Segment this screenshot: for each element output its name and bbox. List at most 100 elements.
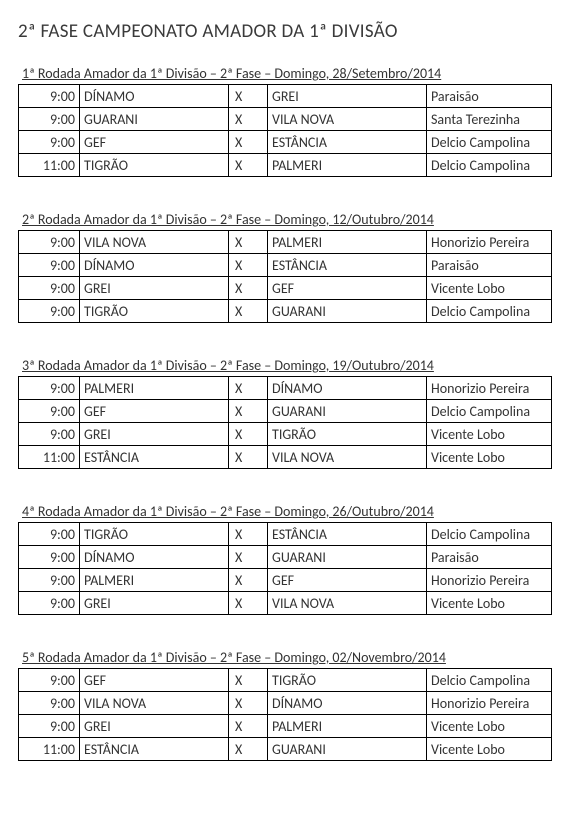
cell-vs: X [229,423,268,446]
cell-vs: X [229,446,268,469]
cell-away: GUARANI [268,400,427,423]
round-header: 4ª Rodada Amador da 1ª Divisão – 2ª Fase… [22,503,552,520]
cell-away: PALMERI [268,154,427,177]
cell-venue: Delcio Campolina [427,131,552,154]
cell-vs: X [229,592,268,615]
cell-vs: X [229,300,268,323]
cell-home: GREI [80,592,229,615]
cell-away: PALMERI [268,715,427,738]
cell-time: 9:00 [19,715,80,738]
cell-home: GREI [80,715,229,738]
cell-venue: Honorizio Pereira [427,231,552,254]
round-block: 2ª Rodada Amador da 1ª Divisão – 2ª Fase… [18,211,552,323]
cell-venue: Vicente Lobo [427,446,552,469]
round-block: 1ª Rodada Amador da 1ª Divisão – 2ª Fase… [18,65,552,177]
fixtures-table: 9:00GEFXTIGRÃODelcio Campolina9:00VILA N… [18,668,552,761]
cell-vs: X [229,377,268,400]
table-row: 9:00TIGRÃOXESTÂNCIADelcio Campolina [19,523,552,546]
cell-vs: X [229,85,268,108]
cell-time: 11:00 [19,738,80,761]
cell-home: GREI [80,277,229,300]
table-row: 9:00VILA NOVAXDÍNAMOHonorizio Pereira [19,692,552,715]
cell-time: 9:00 [19,231,80,254]
cell-venue: Paraisão [427,254,552,277]
cell-home: PALMERI [80,377,229,400]
cell-vs: X [229,400,268,423]
cell-away: GUARANI [268,546,427,569]
cell-home: DÍNAMO [80,254,229,277]
cell-time: 11:00 [19,154,80,177]
cell-time: 9:00 [19,569,80,592]
fixtures-table: 9:00PALMERIXDÍNAMOHonorizio Pereira9:00G… [18,376,552,469]
cell-venue: Vicente Lobo [427,592,552,615]
table-row: 11:00TIGRÃOXPALMERIDelcio Campolina [19,154,552,177]
round-block: 5ª Rodada Amador da 1ª Divisão – 2ª Fase… [18,649,552,761]
cell-home: ESTÂNCIA [80,738,229,761]
cell-vs: X [229,669,268,692]
cell-home: DÍNAMO [80,546,229,569]
cell-home: VILA NOVA [80,231,229,254]
table-row: 9:00GEFXESTÂNCIADelcio Campolina [19,131,552,154]
cell-time: 9:00 [19,400,80,423]
fixtures-table: 9:00TIGRÃOXESTÂNCIADelcio Campolina9:00D… [18,522,552,615]
cell-away: DÍNAMO [268,377,427,400]
cell-time: 9:00 [19,131,80,154]
cell-vs: X [229,131,268,154]
cell-away: DÍNAMO [268,692,427,715]
cell-time: 9:00 [19,592,80,615]
table-row: 9:00GEFXTIGRÃODelcio Campolina [19,669,552,692]
cell-away: ESTÂNCIA [268,523,427,546]
cell-vs: X [229,569,268,592]
table-row: 9:00GEFXGUARANIDelcio Campolina [19,400,552,423]
cell-vs: X [229,546,268,569]
cell-vs: X [229,523,268,546]
cell-venue: Vicente Lobo [427,738,552,761]
cell-home: TIGRÃO [80,523,229,546]
cell-venue: Delcio Campolina [427,154,552,177]
cell-venue: Santa Terezinha [427,108,552,131]
cell-time: 9:00 [19,85,80,108]
cell-home: GEF [80,669,229,692]
cell-home: GEF [80,131,229,154]
cell-venue: Honorizio Pereira [427,692,552,715]
cell-venue: Delcio Campolina [427,523,552,546]
table-row: 9:00VILA NOVAXPALMERIHonorizio Pereira [19,231,552,254]
rounds-container: 1ª Rodada Amador da 1ª Divisão – 2ª Fase… [18,65,552,761]
cell-away: VILA NOVA [268,108,427,131]
cell-vs: X [229,277,268,300]
table-row: 9:00PALMERIXGEFHonorizio Pereira [19,569,552,592]
table-row: 9:00GREIXVILA NOVAVicente Lobo [19,592,552,615]
round-block: 3ª Rodada Amador da 1ª Divisão – 2ª Fase… [18,357,552,469]
cell-away: GUARANI [268,738,427,761]
table-row: 11:00ESTÂNCIAXGUARANIVicente Lobo [19,738,552,761]
table-row: 9:00GREIXTIGRÃOVicente Lobo [19,423,552,446]
page-title: 2ª FASE CAMPEONATO AMADOR DA 1ª DIVISÃO [18,20,552,43]
round-header: 3ª Rodada Amador da 1ª Divisão – 2ª Fase… [22,357,552,374]
table-row: 9:00PALMERIXDÍNAMOHonorizio Pereira [19,377,552,400]
table-row: 9:00TIGRÃOXGUARANIDelcio Campolina [19,300,552,323]
cell-venue: Honorizio Pereira [427,569,552,592]
cell-home: GUARANI [80,108,229,131]
cell-home: GREI [80,423,229,446]
table-row: 9:00DÍNAMOXGREIParaisão [19,85,552,108]
cell-home: VILA NOVA [80,692,229,715]
cell-time: 9:00 [19,669,80,692]
cell-time: 9:00 [19,523,80,546]
round-header: 2ª Rodada Amador da 1ª Divisão – 2ª Fase… [22,211,552,228]
cell-away: GUARANI [268,300,427,323]
cell-time: 9:00 [19,300,80,323]
cell-venue: Delcio Campolina [427,300,552,323]
table-row: 11:00ESTÂNCIAXVILA NOVAVicente Lobo [19,446,552,469]
cell-away: ESTÂNCIA [268,254,427,277]
cell-venue: Vicente Lobo [427,715,552,738]
cell-vs: X [229,108,268,131]
cell-away: ESTÂNCIA [268,131,427,154]
table-row: 9:00DÍNAMOXESTÂNCIAParaisão [19,254,552,277]
cell-venue: Vicente Lobo [427,423,552,446]
round-header: 1ª Rodada Amador da 1ª Divisão – 2ª Fase… [22,65,552,82]
cell-home: DÍNAMO [80,85,229,108]
round-header: 5ª Rodada Amador da 1ª Divisão – 2ª Fase… [22,649,552,666]
table-row: 9:00GREIXPALMERIVicente Lobo [19,715,552,738]
cell-time: 9:00 [19,423,80,446]
cell-home: TIGRÃO [80,154,229,177]
